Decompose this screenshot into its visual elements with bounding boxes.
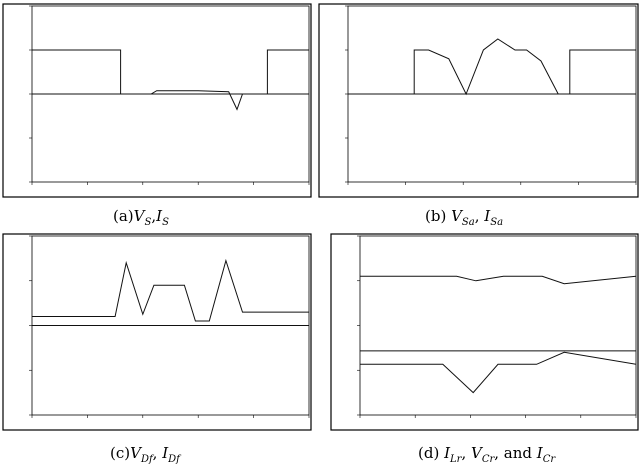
caption-a-i-sub: S — [162, 217, 169, 228]
caption-b-sep: , — [474, 207, 485, 225]
caption-c: (c)VDf, IDf — [110, 444, 180, 469]
caption-b-i: I — [484, 207, 491, 225]
caption-c-i-sub: Df — [168, 454, 180, 465]
caption-b-i-sub: Sa — [490, 217, 504, 228]
trace-d-1 — [360, 275, 637, 285]
chart-c — [2, 233, 312, 431]
caption-b-v-sub: Sa — [461, 217, 475, 228]
panel-frame — [318, 3, 639, 198]
trace-c-1 — [32, 258, 309, 322]
caption-a-prefix: (a) — [113, 207, 134, 225]
trace-a-1 — [32, 49, 309, 95]
panel-frame — [330, 233, 639, 431]
caption-a-i: I — [156, 207, 163, 225]
caption-b-v: V — [451, 207, 462, 225]
caption-c-v-sub: Df — [140, 454, 153, 465]
scope-panel-a — [2, 3, 312, 198]
caption-d-v: V — [470, 444, 482, 462]
caption-d-sep2: , and — [494, 444, 537, 462]
caption-a-sep: , — [151, 207, 157, 225]
caption-d-i1: I — [444, 444, 451, 462]
caption-d-sep1: , — [461, 444, 471, 462]
caption-b: (b) VSa, ISa — [425, 207, 503, 232]
caption-c-sep: , — [152, 444, 163, 462]
caption-c-v: V — [130, 444, 141, 462]
caption-d-prefix: (d) — [418, 444, 445, 462]
chart-a — [2, 3, 312, 198]
caption-a: (a)VS,IS — [113, 207, 169, 232]
caption-d-i2-sub: Cr — [542, 454, 556, 465]
caption-b-prefix: (b) — [425, 207, 452, 225]
chart-b — [318, 3, 639, 198]
trace-b-1 — [348, 38, 636, 96]
scope-panel-b — [318, 3, 639, 198]
trace-a-2 — [32, 90, 309, 111]
caption-d-i1-sub: Lr — [450, 454, 462, 465]
caption-d-v-sub: Cr — [481, 454, 495, 465]
chart-d — [330, 233, 639, 431]
trace-d-3 — [360, 351, 637, 394]
caption-d-i2: I — [536, 444, 543, 462]
scope-panel-c — [2, 233, 312, 431]
caption-a-v-sub: S — [144, 217, 152, 228]
caption-a-v: V — [133, 207, 145, 225]
scope-panel-d — [330, 233, 639, 431]
caption-c-prefix: (c) — [110, 444, 131, 462]
caption-c-i: I — [162, 444, 169, 462]
panel-frame — [2, 3, 312, 198]
panel-frame — [2, 233, 312, 431]
caption-d: (d) ILr, VCr, and ICr — [418, 444, 555, 469]
plot-area — [359, 235, 637, 416]
